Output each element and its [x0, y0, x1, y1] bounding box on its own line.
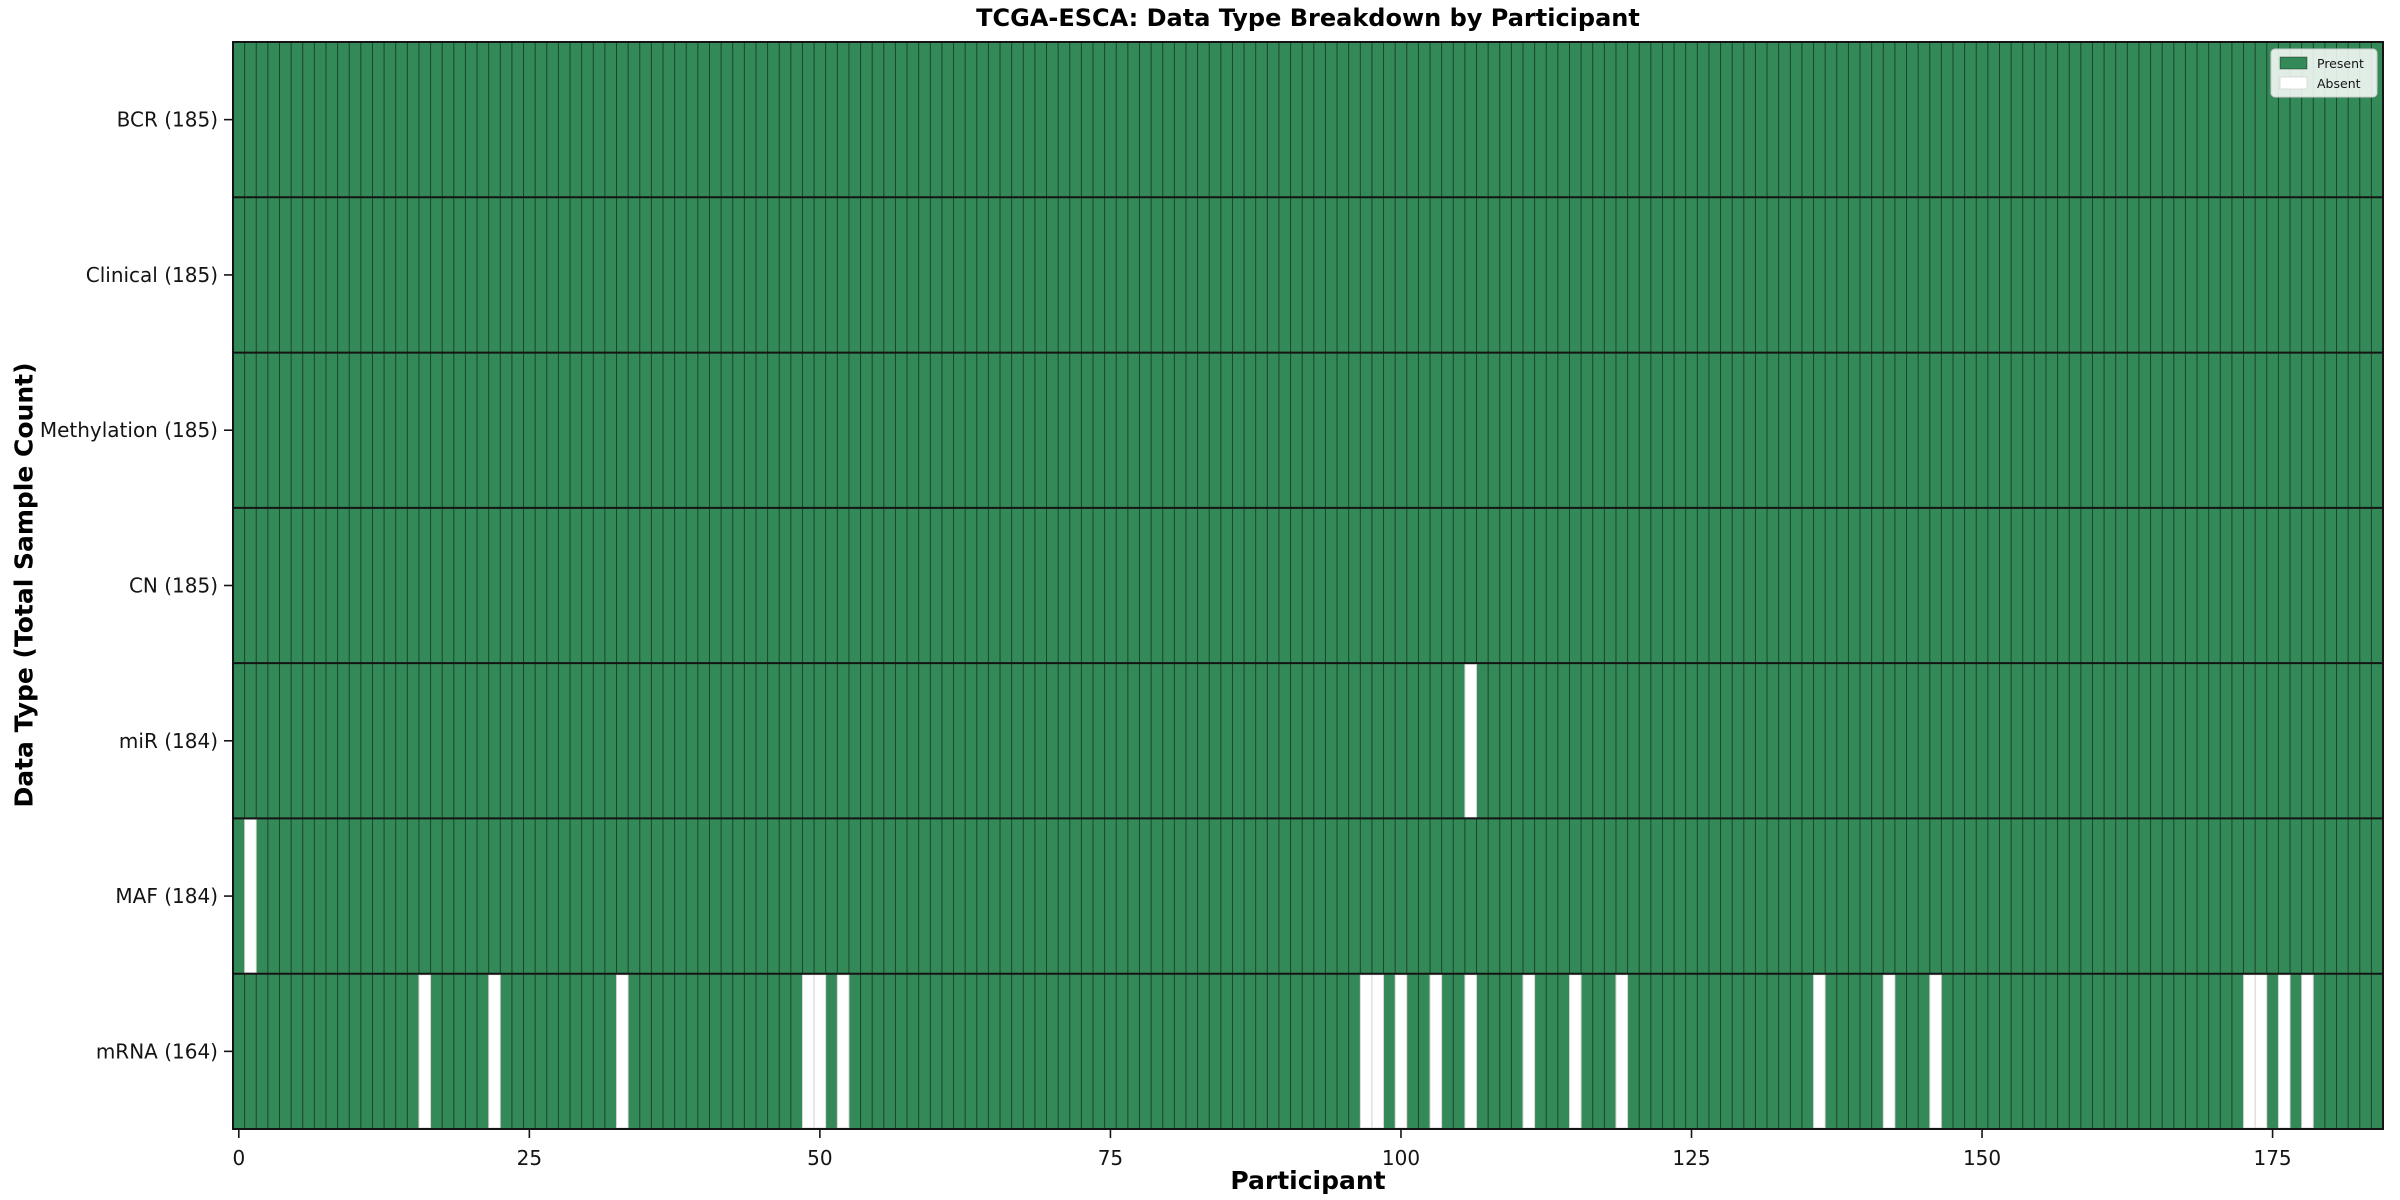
plot-area: 0 25 50 75 100 125 150 175 BCR (185) Clinical (18…	[40, 41, 2384, 1170]
x-tick-label: 175	[2253, 1146, 2291, 1170]
absent-cell	[1522, 974, 1536, 1129]
y-tick-label: BCR (185)	[117, 108, 218, 132]
present-cells	[233, 818, 2383, 974]
x-tick-label: 150	[1963, 1146, 2001, 1170]
x-tick-label: 100	[1382, 1146, 1420, 1170]
present-cells	[233, 973, 2383, 1129]
present-cells	[233, 197, 2383, 353]
absent-cell	[1568, 974, 1582, 1129]
row-cn	[233, 507, 2383, 664]
absent-cell	[244, 818, 257, 974]
y-tick-label: mRNA (164)	[96, 1039, 218, 1063]
row-clinical	[233, 197, 2383, 353]
participant-gridlines	[244, 663, 2372, 819]
row-mir	[233, 663, 2383, 819]
present-cells	[233, 663, 2383, 819]
x-tick-label: 75	[1098, 1146, 1123, 1170]
absent-cell	[2277, 974, 2291, 1129]
absent-cell	[1615, 974, 1629, 1129]
absent-cell	[1464, 663, 1478, 818]
absent-cell	[1429, 974, 1443, 1129]
absent-cell	[488, 974, 501, 1129]
x-tick-label: 50	[807, 1146, 832, 1170]
row-maf	[233, 818, 2383, 974]
chart-title: TCGA-ESCA: Data Type Breakdown by Partic…	[976, 4, 1640, 32]
absent-cell	[1371, 974, 1385, 1129]
present-cells	[233, 507, 2383, 664]
y-tick-label: miR (184)	[119, 729, 218, 753]
absent-cell	[1464, 974, 1478, 1129]
legend-swatch-present	[2279, 56, 2308, 70]
absent-cell	[1882, 974, 1896, 1129]
absent-cell	[1359, 974, 1373, 1129]
row-methylation	[233, 352, 2383, 508]
absent-cell	[2243, 974, 2256, 1129]
legend-swatch-absent	[2279, 76, 2308, 90]
legend-label-present: Present	[2317, 56, 2364, 71]
absent-cell	[801, 974, 815, 1129]
x-tick-label: 25	[517, 1146, 542, 1170]
y-axis-label: Data Type (Total Sample Count)	[9, 362, 39, 808]
participant-gridlines	[244, 507, 2372, 664]
x-axis-label: Participant	[1230, 1166, 1386, 1195]
participant-gridlines	[244, 352, 2372, 508]
absent-cell	[1394, 974, 1408, 1129]
row-mrna	[233, 973, 2383, 1129]
absent-cell	[813, 974, 827, 1129]
absent-cell	[2254, 974, 2268, 1129]
present-cells	[233, 352, 2383, 508]
y-tick-label: Clinical (185)	[86, 263, 218, 287]
absent-cell	[1929, 974, 1942, 1129]
x-tick-label: 0	[232, 1146, 245, 1170]
participant-gridlines	[244, 42, 2372, 198]
legend-label-absent: Absent	[2317, 76, 2361, 91]
absent-cell	[418, 974, 432, 1129]
y-tick-label: MAF (184)	[115, 884, 218, 908]
x-tick-label: 125	[1672, 1146, 1710, 1170]
row-bcr	[233, 42, 2383, 198]
legend: Present Absent	[2270, 48, 2378, 98]
y-tick-label: CN (185)	[129, 574, 218, 598]
absent-cell	[2301, 974, 2314, 1129]
participant-gridlines	[244, 197, 2372, 353]
absent-cell	[616, 974, 629, 1129]
y-tick-label: Methylation (185)	[40, 418, 218, 442]
absent-cell	[836, 974, 850, 1129]
present-cells	[233, 42, 2383, 198]
absent-cell	[1813, 974, 1826, 1129]
